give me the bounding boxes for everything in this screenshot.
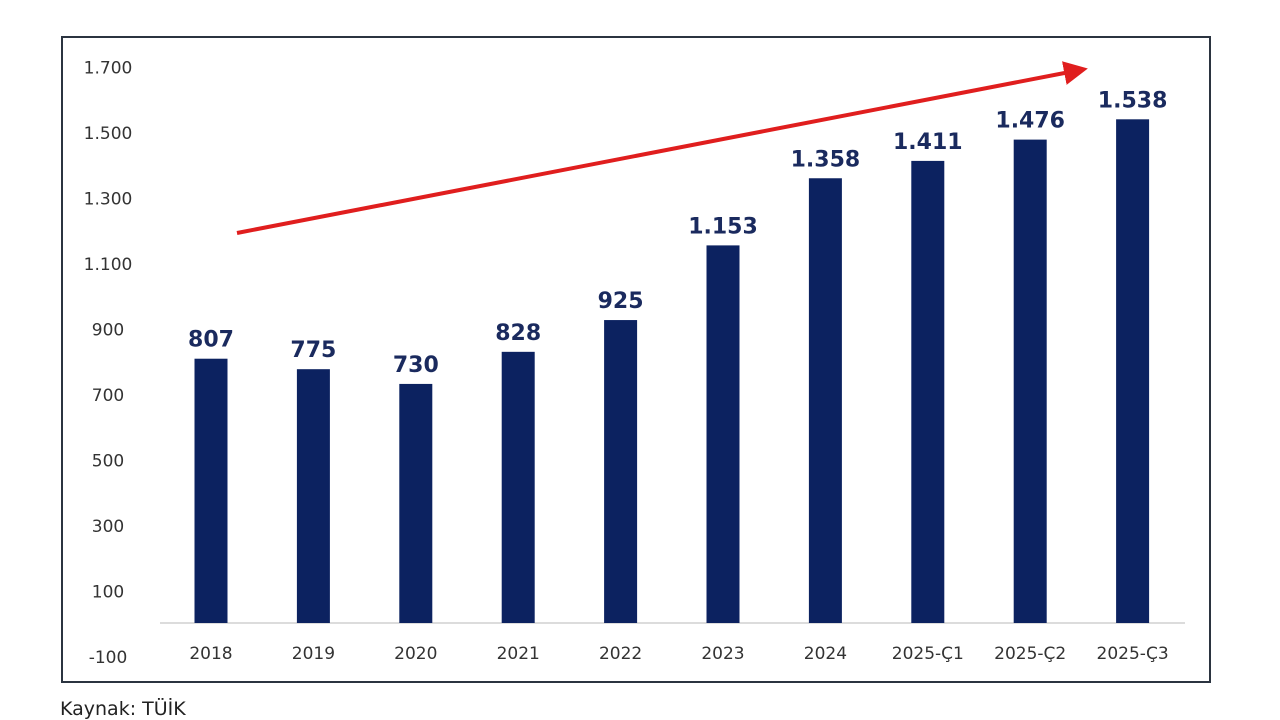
bar xyxy=(501,351,535,623)
y-tick-label: 700 xyxy=(92,386,124,406)
y-tick-label: -100 xyxy=(89,648,128,668)
bar xyxy=(1013,139,1047,624)
bar xyxy=(706,245,740,623)
y-tick-label: 300 xyxy=(92,517,124,537)
x-tick-label: 2020 xyxy=(394,644,437,664)
x-tick-label: 2019 xyxy=(292,644,335,664)
x-tick-label: 2018 xyxy=(189,644,232,664)
bar xyxy=(911,160,945,623)
x-tick-label: 2024 xyxy=(804,644,847,664)
y-tick-label: 900 xyxy=(92,320,124,340)
data-label: 1.476 xyxy=(995,109,1065,134)
data-label: 730 xyxy=(393,353,439,378)
bar xyxy=(194,358,228,623)
chart-frame xyxy=(61,36,1211,683)
source-note: Kaynak: TÜİK xyxy=(60,698,186,720)
data-label: 1.411 xyxy=(893,130,963,155)
data-label: 925 xyxy=(598,289,644,314)
data-label: 1.153 xyxy=(688,214,758,239)
data-label: 828 xyxy=(495,321,541,346)
y-tick-label: 1.100 xyxy=(84,255,133,275)
data-label: 775 xyxy=(290,338,336,363)
data-label: 1.358 xyxy=(791,147,861,172)
x-tick-label: 2022 xyxy=(599,644,642,664)
data-label: 807 xyxy=(188,328,234,353)
y-tick-label: 1.700 xyxy=(84,58,133,78)
data-label: 1.538 xyxy=(1098,88,1168,113)
bar xyxy=(808,178,842,623)
bar xyxy=(296,369,330,623)
y-tick-label: 100 xyxy=(92,582,124,602)
bar xyxy=(1116,119,1150,624)
bar xyxy=(399,383,433,623)
y-tick-label: 1.300 xyxy=(84,189,133,209)
x-tick-label: 2025-Ç3 xyxy=(1097,644,1169,664)
y-tick-label: 500 xyxy=(92,451,124,471)
bar xyxy=(604,320,638,623)
x-tick-label: 2025-Ç1 xyxy=(892,644,964,664)
trend-arrow xyxy=(236,61,1088,235)
x-tick-label: 2025-Ç2 xyxy=(994,644,1066,664)
x-tick-label: 2023 xyxy=(701,644,744,664)
x-tick-label: 2021 xyxy=(497,644,540,664)
y-tick-label: 1.500 xyxy=(84,124,133,144)
